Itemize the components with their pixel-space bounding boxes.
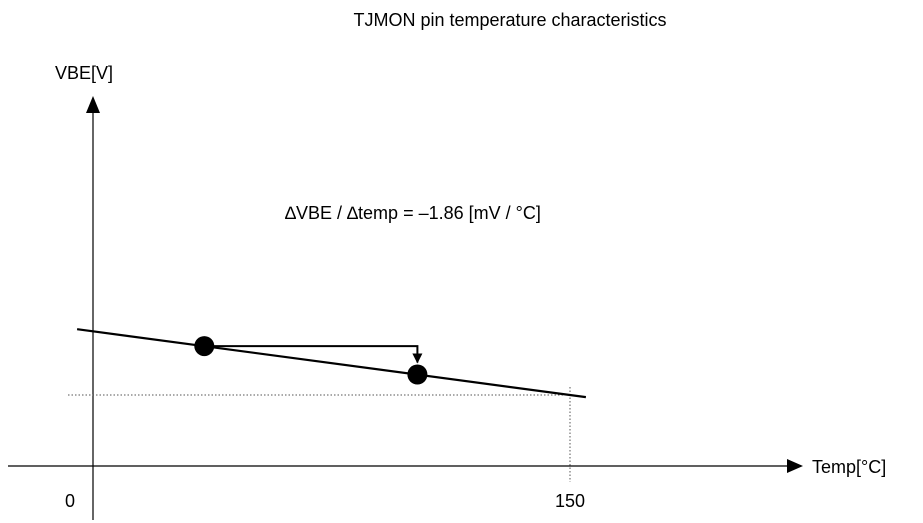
data-marker [407,364,428,385]
x-axis-arrow [787,459,803,473]
series-line [76,328,587,399]
y-axis-label: VBE[V] [55,63,113,83]
x-tick-label: 0 [65,491,75,511]
y-axis-arrow [86,96,100,113]
slope-annotation: ∆VBE / ∆temp = –1.86 [mV / °C] [285,203,541,223]
x-tick-label: 150 [555,491,585,511]
x-axis-label: Temp[°C] [812,457,886,477]
delta-arrow [204,345,423,364]
chart-title: TJMON pin temperature characteristics [353,10,666,30]
